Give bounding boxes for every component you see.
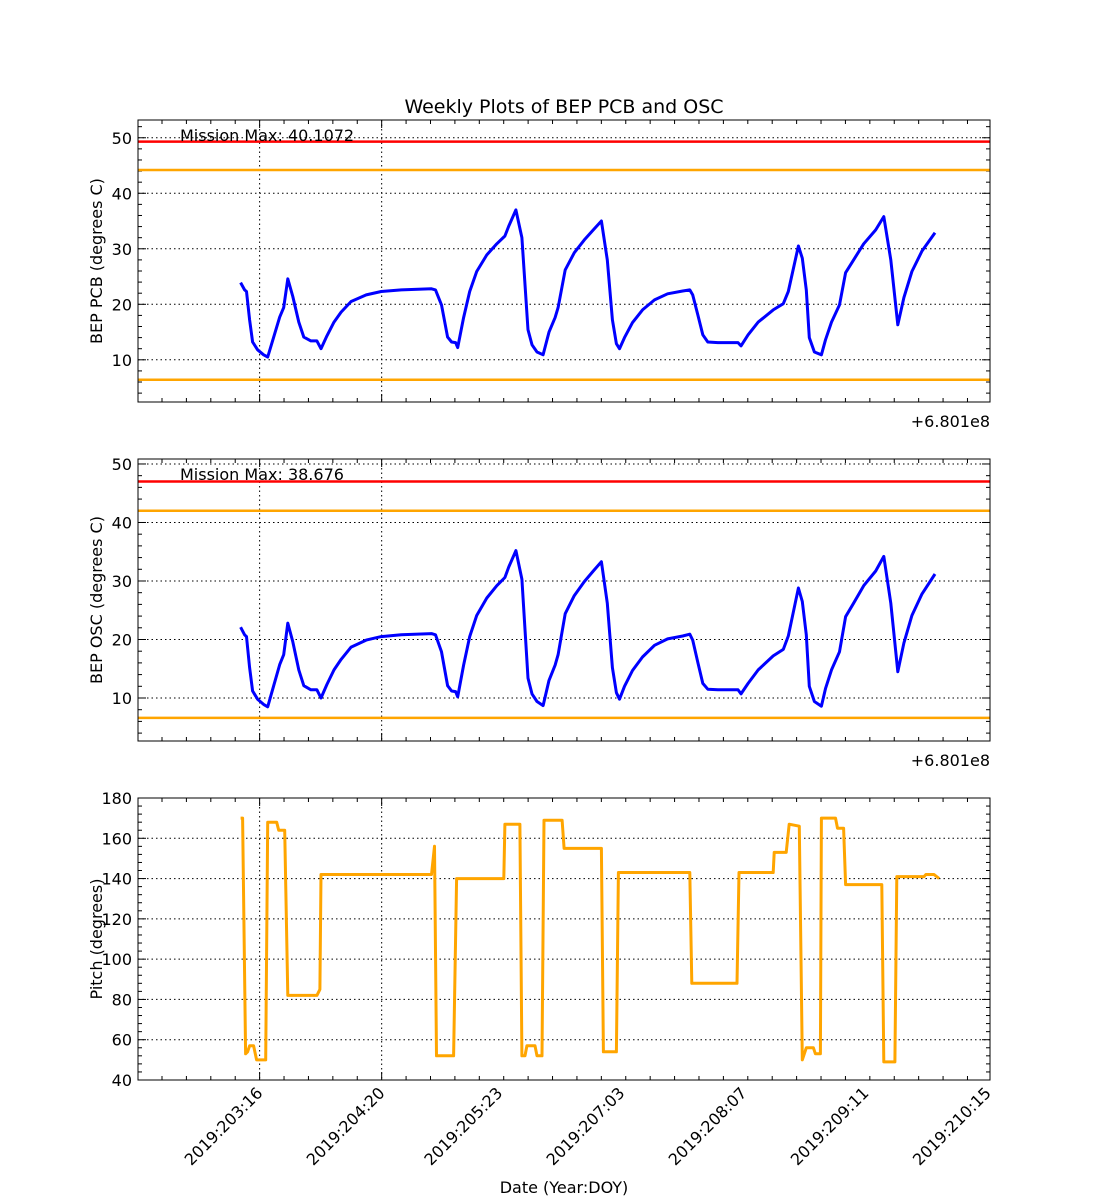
x-tick-label: 2019:204:20 bbox=[303, 1083, 389, 1169]
mission-max-annotation: Mission Max: 38.676 bbox=[180, 465, 344, 484]
series-line-bep-pcb bbox=[239, 208, 937, 359]
y-tick-label: 10 bbox=[112, 351, 132, 370]
x-tick-label: 2019:209:11 bbox=[787, 1083, 873, 1169]
subplot-1: 10 20 30 40 50 Weekly Plots of BEP PCB and OS… bbox=[87, 96, 991, 431]
y-axis-label: Pitch (degrees) bbox=[87, 879, 106, 1000]
mission-max-annotation: Mission Max: 40.1072 bbox=[180, 126, 354, 145]
y-tick-label: 40 bbox=[112, 1071, 132, 1090]
y-tick-label: 50 bbox=[112, 129, 132, 148]
y-tick-label: 30 bbox=[112, 572, 132, 591]
y-tick-label: 20 bbox=[112, 295, 132, 314]
y-axis-label: BEP OSC (degrees C) bbox=[87, 516, 106, 684]
y-tick-label: 140 bbox=[101, 870, 132, 889]
x-tick-label: 2019:207:03 bbox=[543, 1083, 629, 1169]
x-tick-label: 2019:210:15 bbox=[909, 1083, 995, 1169]
x-tick-label: 2019:203:16 bbox=[181, 1083, 267, 1169]
axes-frame bbox=[137, 797, 991, 1081]
axes-frame bbox=[137, 458, 991, 742]
y-tick-label: 180 bbox=[101, 789, 132, 808]
y-axis-label: BEP PCB (degrees C) bbox=[87, 178, 106, 344]
axes-frame bbox=[137, 119, 991, 403]
x-offset-label: +6.801e8 bbox=[911, 751, 990, 770]
chart-title: Weekly Plots of BEP PCB and OSC bbox=[404, 96, 723, 118]
subplot-3: 40 60 80 100 120 140 160 180 Pitch (degrees) 2019… bbox=[87, 789, 995, 1197]
y-tick-label: 160 bbox=[101, 829, 132, 848]
y-tick-label: 60 bbox=[112, 1031, 132, 1050]
x-tick-label: 2019:208:07 bbox=[665, 1083, 751, 1169]
series-line-bep-osc bbox=[239, 549, 937, 709]
y-tick-label: 50 bbox=[112, 455, 132, 474]
y-tick-label: 120 bbox=[101, 910, 132, 929]
subplot-2: 10 20 30 40 50 BEP OSC (degrees C) Mission Max… bbox=[87, 455, 991, 770]
y-tick-label: 30 bbox=[112, 240, 132, 259]
series-line-pitch bbox=[240, 816, 941, 1064]
x-tick-label: 2019:205:23 bbox=[420, 1083, 506, 1169]
y-tick-label: 40 bbox=[112, 513, 132, 532]
y-tick-label: 40 bbox=[112, 184, 132, 203]
y-tick-label: 20 bbox=[112, 630, 132, 649]
y-tick-label: 100 bbox=[101, 950, 132, 969]
y-tick-label: 10 bbox=[112, 689, 132, 708]
x-offset-label: +6.801e8 bbox=[911, 412, 990, 431]
y-tick-label: 80 bbox=[112, 990, 132, 1009]
x-axis-label: Date (Year:DOY) bbox=[500, 1178, 629, 1197]
